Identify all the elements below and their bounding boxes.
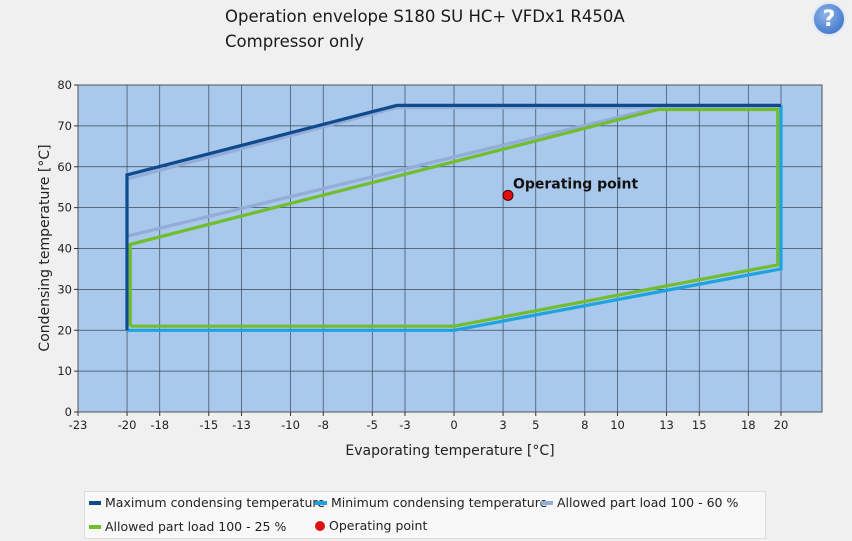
y-tick-label: 0 [65,405,72,419]
y-tick-label: 80 [57,78,72,92]
y-tick-label: 50 [57,201,72,215]
x-tick-label: 8 [581,418,588,432]
chart-title: Operation envelope S180 SU HC+ VFDx1 R45… [225,4,625,54]
y-tick-label: 70 [57,119,72,133]
operation-envelope-chart: -23 -20 -18 -15 -13 -10 -8 -5 -3 0 3 5 8 10 13 15 18 20 0 1… [37,78,823,459]
x-tick-label: 15 [692,418,707,432]
legend-item-min-condensing[interactable]: Minimum condensing temperature [315,495,547,510]
series-line-min-condensing [127,105,783,332]
legend-swatch-min-condensing [315,500,327,505]
x-tick-label: 5 [532,418,539,432]
help-button[interactable]: ? [812,2,846,36]
y-tick-label: 20 [57,323,72,337]
y-tick-label: 40 [57,242,72,256]
chart-legend: Maximum condensing temperature Minimum c… [84,491,766,539]
y-tick-label: 30 [57,282,72,296]
x-tick-label: -15 [199,418,218,432]
legend-swatch-operating-point [315,520,325,531]
x-tick-label: 13 [659,418,674,432]
y-axis-label: Condensing temperature [°C] [37,144,53,351]
x-tick-label: 18 [741,418,756,432]
series-line-part-load-25 [128,107,780,328]
operating-point-marker [502,189,514,201]
help-icon: ? [822,6,836,32]
chart-title-line1: Operation envelope S180 SU HC+ VFDx1 R45… [225,7,625,26]
legend-label-max-condensing: Maximum condensing temperature [105,495,325,510]
x-tick-label: 0 [450,418,457,432]
chart-title-line2: Compressor only [225,32,364,51]
legend-swatch-part-load-25 [89,524,101,529]
legend-swatch-max-condensing [89,500,101,505]
legend-item-operating-point[interactable]: Operating point [315,518,427,533]
x-tick-label: -10 [281,418,300,432]
y-tick-label: 60 [57,160,72,174]
x-tick-label: 3 [499,418,506,432]
legend-label-min-condensing: Minimum condensing temperature [331,495,548,510]
x-tick-label: 20 [774,418,789,432]
x-tick-label: -3 [399,418,410,432]
legend-item-part-load-60[interactable]: Allowed part load 100 - 60 % [541,495,738,510]
legend-label-operating-point: Operating point [329,518,428,533]
series-line-max-condensing [125,103,781,331]
legend-label-part-load-25: Allowed part load 100 - 25 % [105,519,287,534]
legend-label-part-load-60: Allowed part load 100 - 60 % [557,495,739,510]
legend-item-max-condensing[interactable]: Maximum condensing temperature [89,495,325,510]
x-tick-label: -8 [317,418,328,432]
legend-swatch-part-load-60 [541,500,553,505]
x-tick-label: 10 [610,418,625,432]
x-tick-label: -20 [118,418,137,432]
x-tick-label: -23 [69,418,88,432]
y-tick-label: 10 [57,364,72,378]
x-axis-label: Evaporating temperature [°C] [345,443,554,459]
legend-item-part-load-25[interactable]: Allowed part load 100 - 25 % [89,519,286,534]
x-tick-label: -18 [150,418,169,432]
x-tick-label: -5 [367,418,378,432]
operating-point-label: Operating point [513,176,639,192]
x-tick-label: -13 [232,418,251,432]
